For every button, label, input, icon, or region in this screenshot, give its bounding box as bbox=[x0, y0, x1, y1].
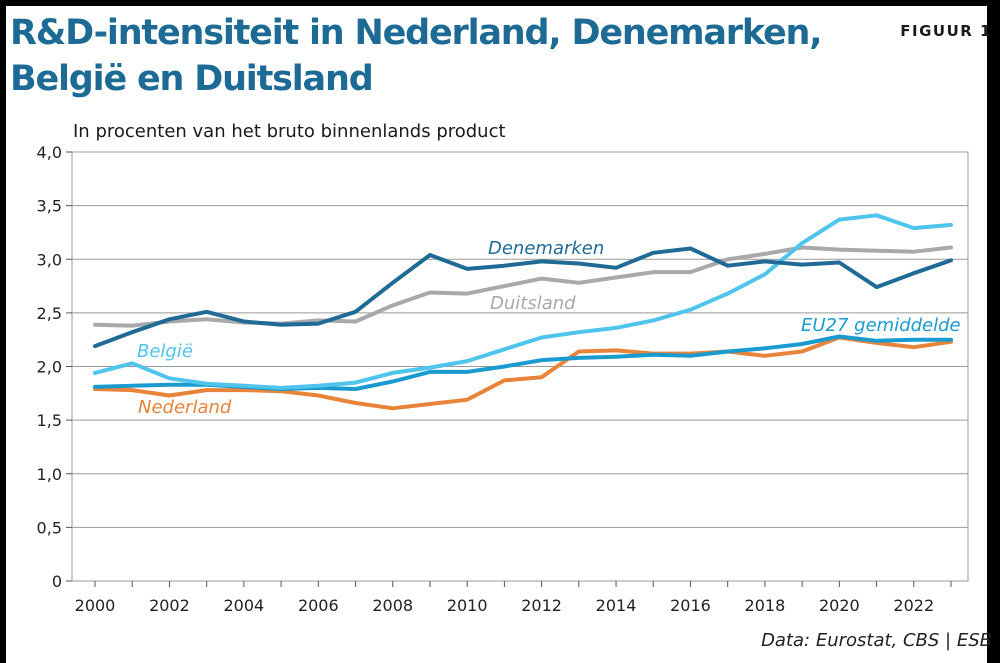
x-tick-label: 2002 bbox=[149, 596, 190, 615]
series-labels: Denemarken Duitsland België Nederland EU27 g… bbox=[137, 238, 961, 418]
x-tick-label: 2016 bbox=[670, 596, 711, 615]
x-tick-label: 2004 bbox=[224, 596, 265, 615]
x-axis-ticks: 2000 2002 2004 2006 2008 2010 2012 2014 2016 2018… bbox=[75, 581, 952, 615]
x-tick-label: 2012 bbox=[521, 596, 562, 615]
series-line-duitsland bbox=[93, 245, 953, 328]
x-tick-label: 2018 bbox=[745, 596, 786, 615]
y-tick-label: 1,5 bbox=[37, 411, 62, 430]
figure-label: FIGUUR 1 bbox=[900, 22, 992, 40]
series-line-denemarken bbox=[93, 246, 953, 349]
data-source: Data: Eurostat, CBS | ESB bbox=[761, 630, 992, 651]
y-axis-ticks: 0 0,5 1,0 1,5 2,0 2,5 3,0 3,5 4,0 bbox=[37, 143, 72, 591]
series-label-nederland: Nederland bbox=[138, 397, 232, 418]
series-label-duitsland: Duitsland bbox=[490, 293, 576, 314]
x-tick-label: 2010 bbox=[447, 596, 488, 615]
series-label-belgi-: België bbox=[137, 341, 193, 362]
x-tick-label: 2006 bbox=[298, 596, 339, 615]
figure-panel bbox=[6, 6, 987, 663]
gridlines bbox=[71, 151, 969, 582]
y-tick-label: 2,0 bbox=[37, 358, 62, 377]
y-tick-label: 1,0 bbox=[37, 465, 62, 484]
y-tick-label: 3,5 bbox=[37, 197, 62, 216]
y-tick-label: 0,5 bbox=[37, 518, 62, 537]
x-tick-label: 2008 bbox=[372, 596, 413, 615]
y-tick-label: 3,0 bbox=[37, 250, 62, 269]
x-tick-label: 2020 bbox=[819, 596, 860, 615]
y-tick-label: 4,0 bbox=[37, 143, 62, 162]
series-label-denemarken: Denemarken bbox=[488, 238, 604, 259]
x-tick-label: 2014 bbox=[596, 596, 637, 615]
series-label-eu27-gemiddelde: EU27 gemiddelde bbox=[801, 315, 961, 336]
series-line-belgi- bbox=[93, 213, 953, 390]
chart-title: R&D-intensiteit in Nederland, Denemarken… bbox=[10, 13, 823, 99]
x-tick-label: 2022 bbox=[893, 596, 934, 615]
y-tick-label: 0 bbox=[52, 572, 62, 591]
x-tick-label: 2000 bbox=[75, 596, 116, 615]
series-line-nederland bbox=[93, 335, 953, 411]
y-tick-label: 2,5 bbox=[37, 304, 62, 323]
series-lines bbox=[93, 213, 953, 411]
chart-subtitle: In procenten van het bruto binnenlands p… bbox=[73, 121, 506, 142]
